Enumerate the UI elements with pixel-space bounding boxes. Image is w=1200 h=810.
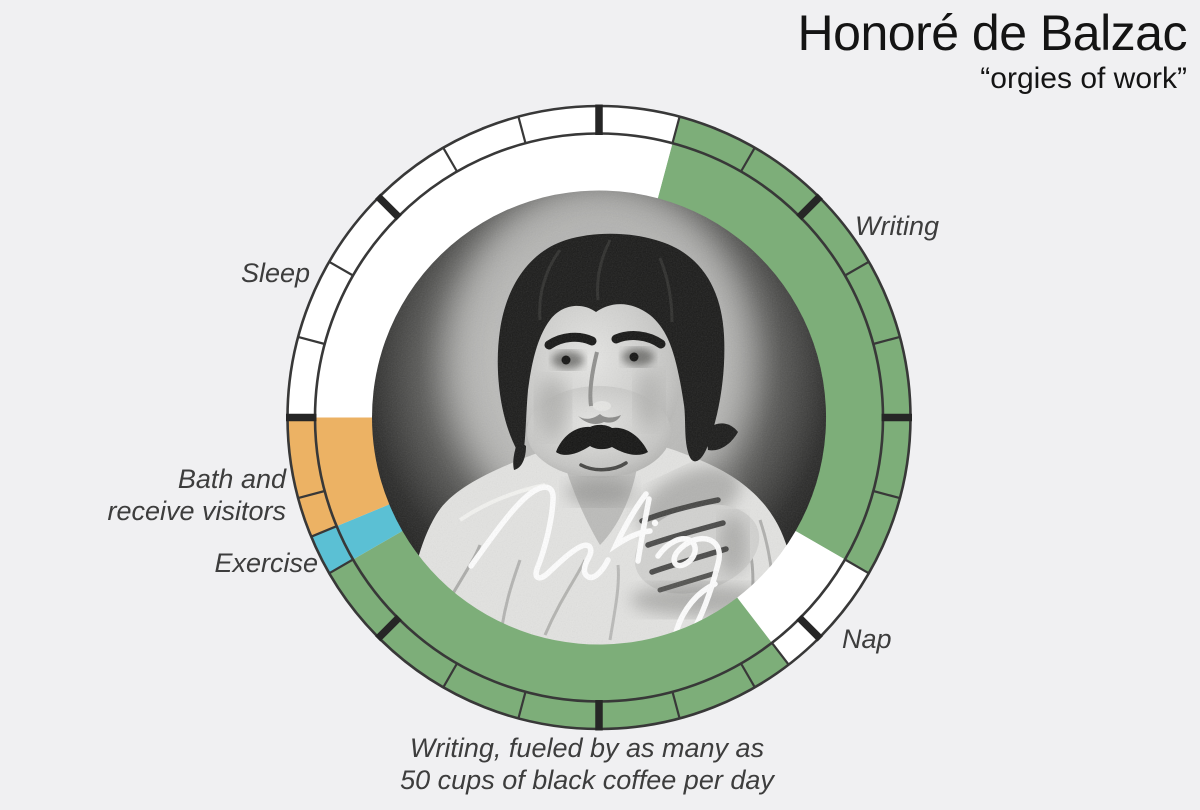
- hour-tick: [328, 260, 354, 277]
- hour-tick: [740, 662, 756, 688]
- hour-tick: [740, 147, 756, 173]
- segment-nap: [737, 531, 869, 665]
- hour-tick: [873, 335, 901, 346]
- hour-tick: [297, 335, 325, 346]
- label-writing: Writing: [855, 211, 940, 241]
- segment-sleep: [287, 105, 680, 418]
- hour-tick: [517, 116, 527, 144]
- three-hour-bold-tick: [796, 193, 823, 221]
- hour-tick: [310, 525, 338, 538]
- photo-grain: [371, 189, 827, 646]
- hour-tick: [297, 489, 325, 500]
- label-nap: Nap: [842, 624, 892, 654]
- hour-tick: [671, 116, 681, 144]
- hour-tick: [844, 260, 870, 277]
- hour-tick: [844, 558, 870, 575]
- label-bath-and-receive-visitors: Bath and receive visitors: [107, 464, 286, 527]
- three-hour-bold-tick: [796, 614, 823, 642]
- hour-tick: [328, 558, 354, 575]
- hour-tick: [442, 662, 458, 688]
- three-hour-bold-tick: [375, 193, 402, 221]
- hour-tick: [771, 642, 790, 666]
- segment-exercise: [311, 504, 403, 574]
- hour-tick: [671, 691, 681, 719]
- hour-tick: [517, 691, 527, 719]
- label-writing-coffee-caption: Writing, fueled by as many as 50 cups of…: [400, 733, 774, 796]
- hour-tick: [873, 489, 901, 500]
- page-subtitle: “orgies of work”: [980, 62, 1187, 95]
- segment-writing: [329, 531, 789, 729]
- page-title: Honoré de Balzac: [797, 5, 1188, 61]
- segment-bath: [287, 417, 390, 537]
- label-sleep: Sleep: [240, 258, 310, 288]
- three-hour-bold-tick: [375, 614, 402, 642]
- header: Honoré de Balzac “orgies of work”: [797, 5, 1188, 96]
- balzac-portrait: [371, 189, 827, 646]
- 24-hour-ring: [286, 104, 912, 731]
- hour-tick: [442, 147, 458, 173]
- label-exercise: Exercise: [214, 548, 318, 578]
